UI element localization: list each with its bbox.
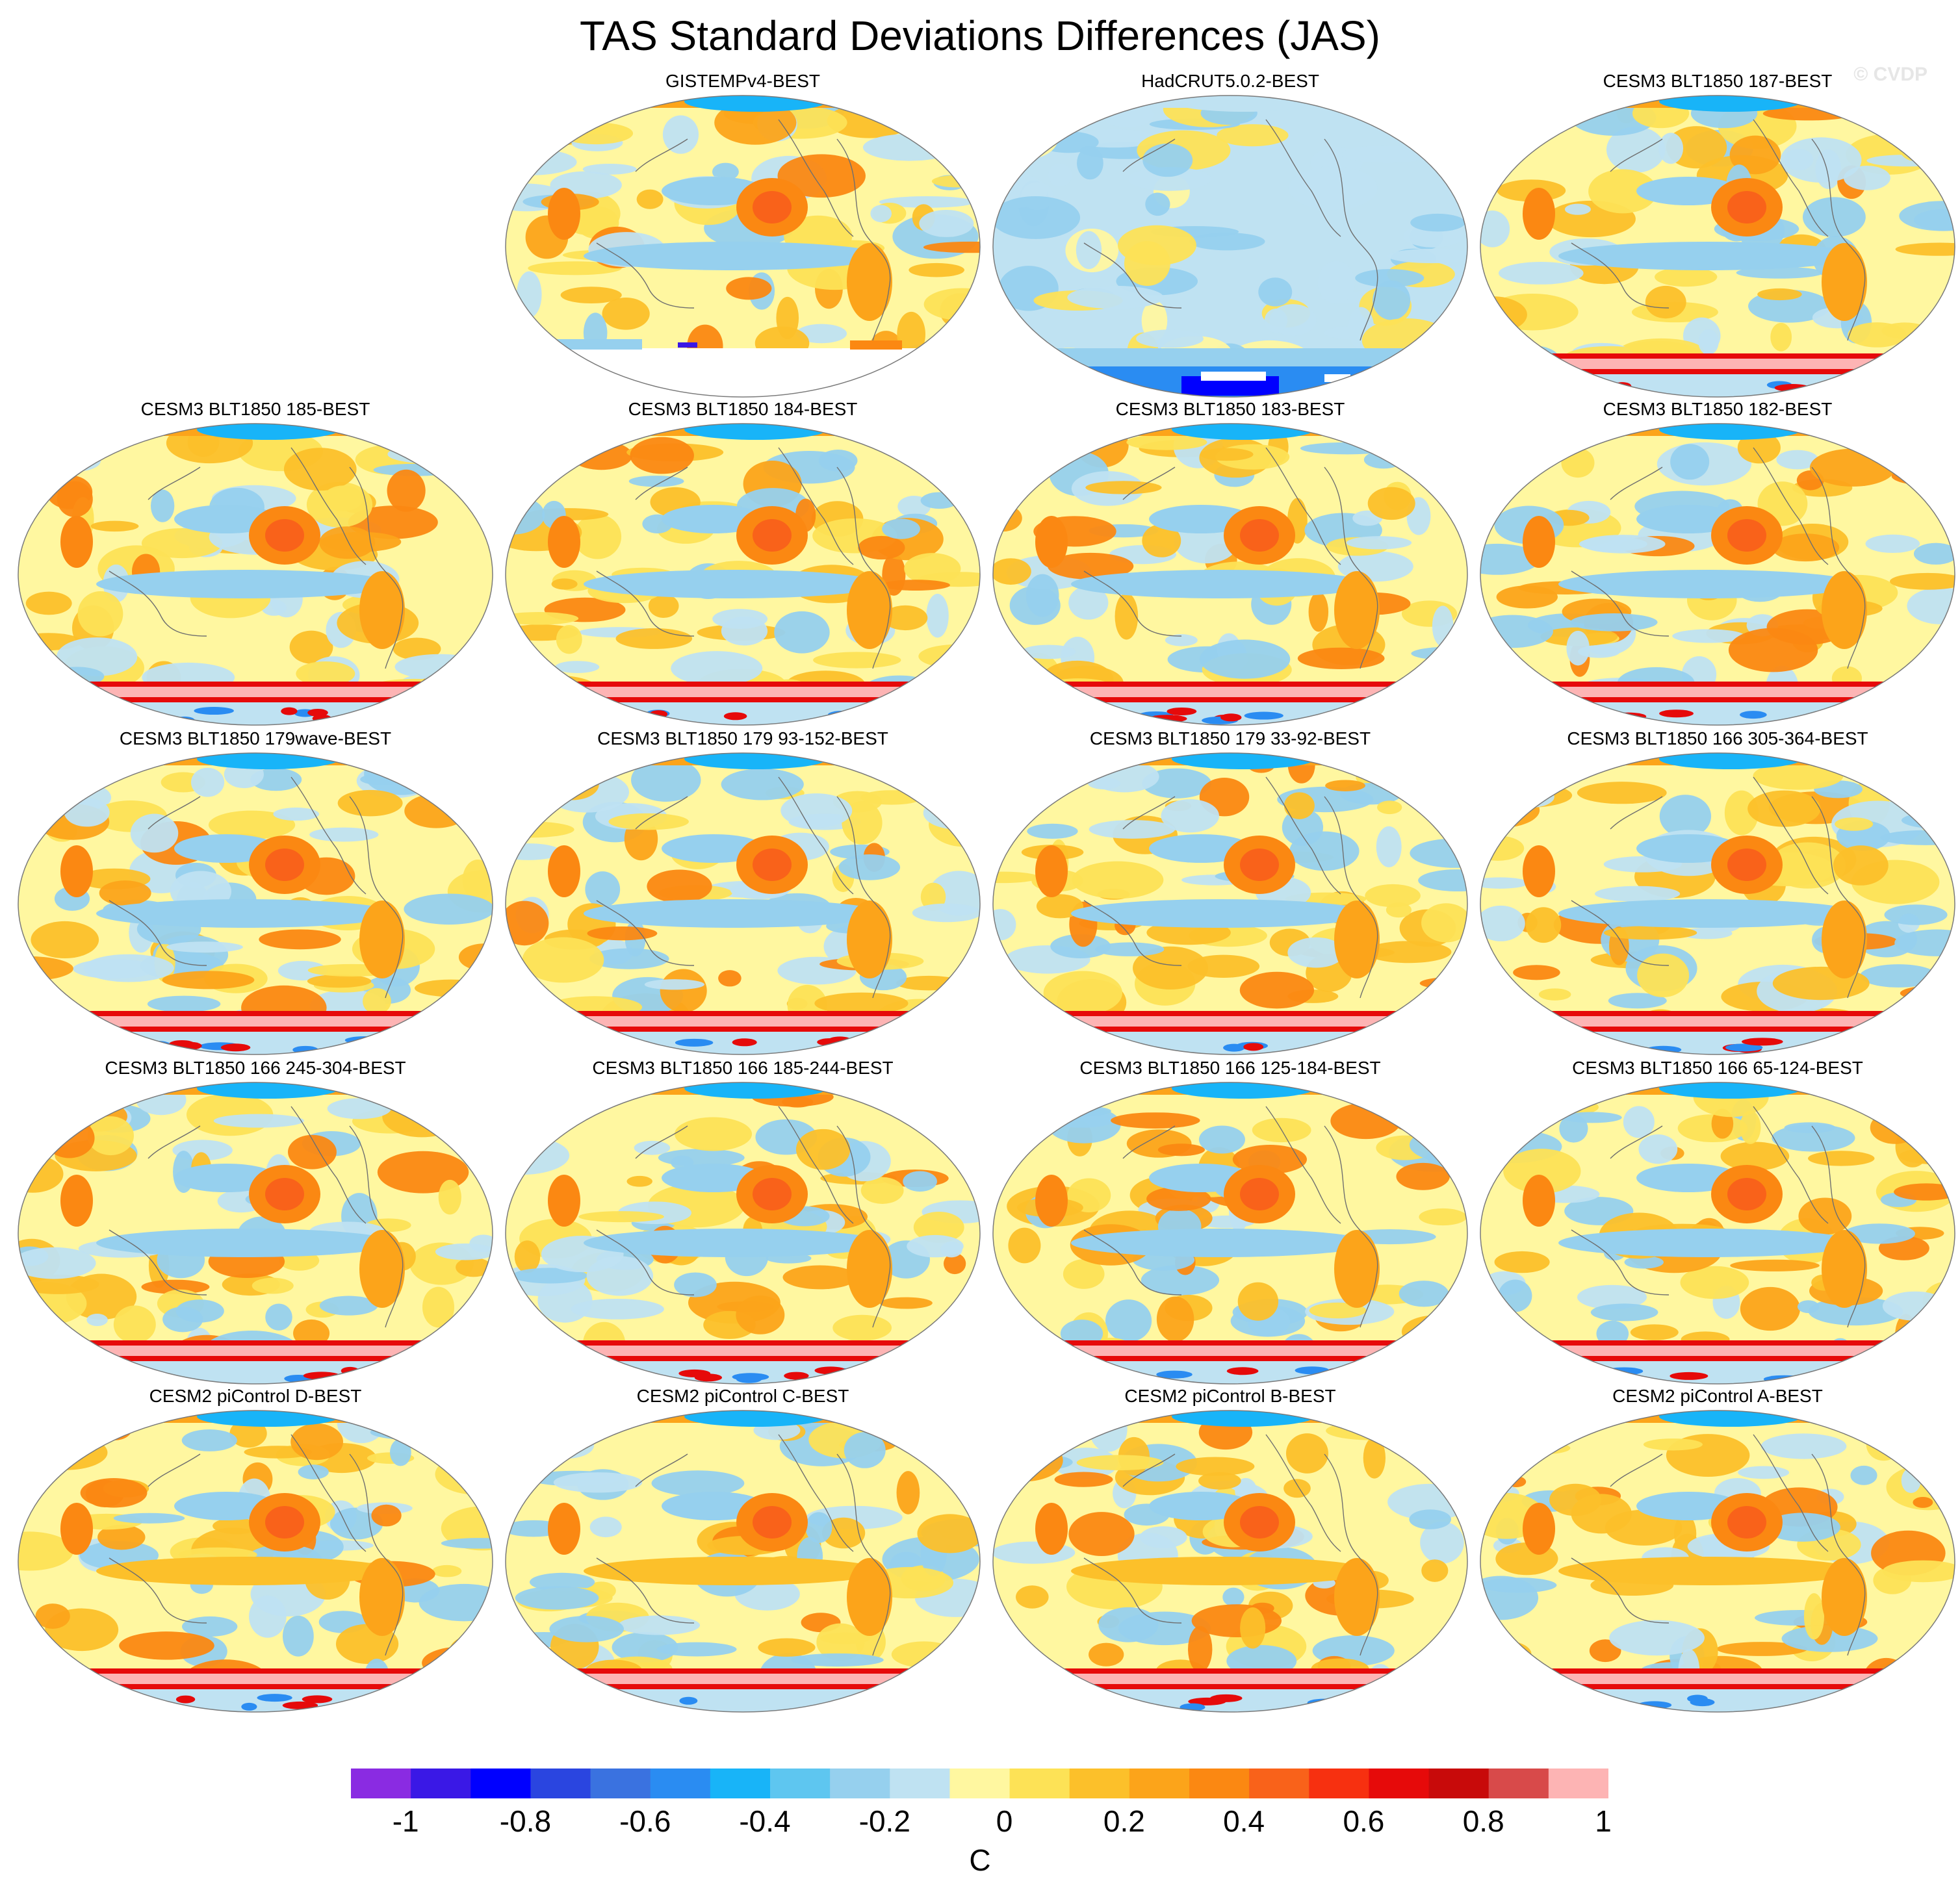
robinson-map <box>505 423 981 726</box>
map-panel: CESM3 BLT1850 182-BEST <box>1474 398 1960 726</box>
robinson-map <box>992 1410 1468 1713</box>
robinson-map <box>992 423 1468 726</box>
colorbar-tick-label: 0.8 <box>1462 1804 1504 1838</box>
colorbar-swatch <box>1488 1769 1549 1798</box>
robinson-map <box>505 1082 981 1385</box>
map-panel: CESM3 BLT1850 179 33-92-BEST <box>986 728 1474 1055</box>
colorbar-swatch <box>530 1769 591 1798</box>
map-panel: GISTEMPv4-BEST <box>499 70 986 398</box>
colorbar-swatch <box>471 1769 531 1798</box>
panel-title: CESM3 BLT1850 166 245-304-BEST <box>105 1058 406 1078</box>
map-panel: CESM3 BLT1850 166 185-244-BEST <box>499 1057 986 1385</box>
colorbar-tick-label: 0 <box>996 1804 1013 1838</box>
colorbar-swatch <box>1548 1769 1608 1798</box>
robinson-map <box>1480 752 1955 1055</box>
colorbar-tick-label: -0.2 <box>858 1804 910 1838</box>
colorbar-swatch <box>1129 1769 1190 1798</box>
map-panel: CESM2 piControl B-BEST <box>986 1385 1474 1713</box>
robinson-map <box>505 752 981 1055</box>
panel-title: CESM2 piControl B-BEST <box>1124 1386 1336 1406</box>
colorbar-swatch <box>650 1769 711 1798</box>
panel-title: CESM2 piControl D-BEST <box>149 1386 362 1406</box>
panel-title: CESM3 BLT1850 184-BEST <box>628 399 858 419</box>
colorbar-swatch <box>710 1769 771 1798</box>
colorbar-tick-label: -0.6 <box>619 1804 671 1838</box>
colorbar-tick-label: -0.8 <box>499 1804 552 1838</box>
map-panel: CESM3 BLT1850 166 305-364-BEST <box>1474 728 1960 1055</box>
robinson-map <box>992 95 1468 398</box>
robinson-map <box>992 1082 1468 1385</box>
colorbar-swatches <box>351 1769 1608 1798</box>
colorbar-swatch <box>1009 1769 1070 1798</box>
colorbar-swatch <box>1249 1769 1309 1798</box>
map-panel: CESM3 BLT1850 183-BEST <box>986 398 1474 726</box>
colorbar-swatch <box>351 1769 411 1798</box>
panel-title: CESM3 BLT1850 187-BEST <box>1603 71 1833 91</box>
colorbar-swatch <box>1309 1769 1369 1798</box>
colorbar-swatch <box>1069 1769 1130 1798</box>
robinson-map <box>1480 95 1955 398</box>
colorbar-swatch <box>411 1769 471 1798</box>
colorbar-tick-label: -1 <box>392 1804 419 1838</box>
colorbar-swatch <box>1428 1769 1489 1798</box>
panel-title: CESM3 BLT1850 179 93-152-BEST <box>597 728 888 748</box>
colorbar-swatch <box>590 1769 651 1798</box>
colorbar-swatch <box>1369 1769 1430 1798</box>
robinson-map <box>18 1410 493 1713</box>
colorbar-units-label: C <box>969 1843 991 1877</box>
map-panel: CESM3 BLT1850 184-BEST <box>499 398 986 726</box>
robinson-map <box>1480 423 1955 726</box>
panel-title: CESM3 BLT1850 166 305-364-BEST <box>1567 728 1868 748</box>
panel-title: CESM3 BLT1850 166 185-244-BEST <box>592 1058 894 1078</box>
robinson-map <box>18 423 493 726</box>
panel-title: CESM3 BLT1850 166 125-184-BEST <box>1079 1058 1381 1078</box>
colorbar-tick-label: -0.4 <box>739 1804 791 1838</box>
map-panel: HadCRUT5.0.2-BEST <box>986 70 1474 398</box>
map-panels: GISTEMPv4-BEST HadCRUT5.0.2-BEST CESM3 BLT… <box>12 70 1960 1713</box>
watermark: © CVDP <box>1853 64 1928 85</box>
panel-title: GISTEMPv4-BEST <box>665 71 821 91</box>
colorbar-swatch <box>770 1769 831 1798</box>
colorbar-tick-label: 0.2 <box>1103 1804 1145 1838</box>
colorbar-tick-labels: -1 -0.8 -0.6 -0.4 -0.2 0 0.2 0.4 0.6 0.8 1 <box>0 1804 1960 1843</box>
panel-title: CESM3 BLT1850 183-BEST <box>1115 399 1345 419</box>
colorbar <box>351 1769 1608 1798</box>
colorbar-tick-label: 1 <box>1595 1804 1612 1838</box>
robinson-map <box>1480 1410 1955 1713</box>
panel-title: CESM3 BLT1850 182-BEST <box>1603 399 1833 419</box>
panel-title: HadCRUT5.0.2-BEST <box>1141 71 1319 91</box>
panel-title: CESM2 piControl C-BEST <box>636 1386 849 1406</box>
figure-title: TAS Standard Deviations Differences (JAS… <box>580 12 1380 59</box>
colorbar-swatch <box>1189 1769 1250 1798</box>
map-panel: CESM2 piControl D-BEST <box>12 1385 499 1713</box>
colorbar-swatch <box>890 1769 950 1798</box>
colorbar-swatch <box>830 1769 890 1798</box>
panel-title: CESM3 BLT1850 179wave-BEST <box>119 728 392 748</box>
map-panel: CESM3 BLT1850 179wave-BEST <box>12 728 499 1055</box>
robinson-map <box>505 95 981 398</box>
panel-title: CESM3 BLT1850 166 65-124-BEST <box>1572 1058 1863 1078</box>
panel-title: CESM3 BLT1850 185-BEST <box>140 399 370 419</box>
panel-title: CESM2 piControl A-BEST <box>1612 1386 1823 1406</box>
robinson-map <box>18 1082 493 1385</box>
robinson-map <box>505 1410 981 1713</box>
map-panel: CESM3 BLT1850 185-BEST <box>12 398 499 726</box>
map-panel: CESM3 BLT1850 166 65-124-BEST <box>1474 1057 1960 1385</box>
robinson-map <box>1480 1082 1955 1385</box>
colorbar-tick-label: 0.4 <box>1223 1804 1265 1838</box>
map-panel: CESM3 BLT1850 166 245-304-BEST <box>12 1057 499 1385</box>
colorbar-tick-label: 0.6 <box>1343 1804 1385 1838</box>
map-panel: CESM2 piControl C-BEST <box>499 1385 986 1713</box>
robinson-map <box>992 752 1468 1055</box>
map-panel: CESM3 BLT1850 166 125-184-BEST <box>986 1057 1474 1385</box>
panel-title: CESM3 BLT1850 179 33-92-BEST <box>1089 728 1371 748</box>
robinson-map <box>18 752 493 1055</box>
map-panel: CESM3 BLT1850 179 93-152-BEST <box>499 728 986 1055</box>
colorbar-swatch <box>949 1769 1011 1798</box>
map-panel: CESM2 piControl A-BEST <box>1474 1385 1960 1713</box>
map-panel: CESM3 BLT1850 187-BEST <box>1474 70 1960 398</box>
